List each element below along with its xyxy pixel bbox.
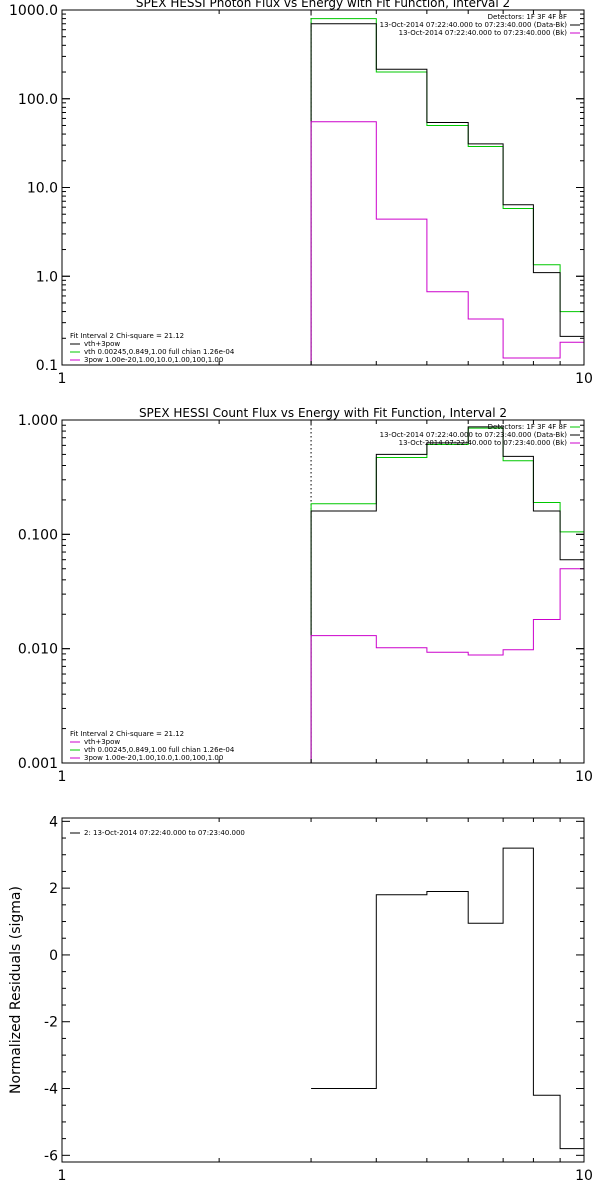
- chart-title: SPEX HESSI Count Flux vs Energy with Fit…: [139, 406, 507, 420]
- y-tick-label: 10.0: [27, 181, 58, 197]
- x-tick-label: 10: [575, 1168, 593, 1184]
- legend-text: 3pow 1.00e-20,1.00,10.0,1.00,100,1.00: [84, 356, 223, 364]
- legend-text: vth 0.00245,0.849,1.00 full chian 1.26e-…: [84, 746, 235, 754]
- y-tick-label: 0.100: [18, 527, 58, 543]
- chart-panel-1: SPEX HESSI Photon Flux vs Energy with Fi…: [9, 0, 593, 387]
- series-line-1: [311, 847, 584, 1162]
- x-tick-label: 1: [58, 1168, 67, 1184]
- plot-area: [310, 10, 584, 365]
- y-tick-label: 0.001: [18, 756, 58, 772]
- y-tick-label: -2: [44, 1015, 58, 1031]
- x-tick-label: 10: [575, 371, 593, 387]
- header-text: Detectors: 1F 3F 4F 8F: [488, 423, 567, 431]
- plot-frame: [61, 817, 585, 1163]
- chart-panel-3: Normalized Residuals (sigma) 1 10 -6 -4 -2 0 2 4…: [8, 814, 593, 1184]
- series-line-3: [310, 568, 584, 763]
- y-tick-label: 0.010: [18, 642, 58, 658]
- y-tick-label: -6: [44, 1148, 58, 1164]
- header-text: 13-Oct-2014 07:22:40.000 to 07:23:40.000…: [399, 439, 568, 447]
- header-text: 13-Oct-2014 07:22:40.000 to 07:23:40.000…: [380, 431, 568, 439]
- header-text: Detectors: 1F 3F 4F 8F: [488, 13, 567, 21]
- series-line-1: [310, 427, 584, 763]
- legend-text: vth+3pow: [84, 340, 120, 348]
- y-tick-label: 0.1: [36, 358, 58, 374]
- legend-text: Fit Interval 2 Chi-square = 21.12: [70, 332, 184, 340]
- y-axis-label: Normalized Residuals (sigma): [8, 886, 24, 1094]
- y-tick-label: 100.0: [18, 92, 58, 108]
- y-tick-label: 1.000: [18, 413, 58, 429]
- header-text: 13-Oct-2014 07:22:40.000 to 07:23:40.000…: [380, 21, 568, 29]
- header-text: 13-Oct-2014 07:22:40.000 to 07:23:40.000…: [399, 29, 568, 37]
- plot-area: [311, 847, 584, 1162]
- chart-title: SPEX HESSI Photon Flux vs Energy with Fi…: [136, 0, 510, 10]
- plot-area: [310, 420, 584, 763]
- chart-panel-2: SPEX HESSI Count Flux vs Energy with Fit…: [18, 406, 593, 785]
- y-tick-label: 4: [49, 814, 58, 830]
- legend-text: vth 0.00245,0.849,1.00 full chian 1.26e-…: [84, 348, 235, 356]
- series-line-2: [310, 23, 584, 365]
- legend-text: 3pow 1.00e-20,1.00,10.0,1.00,100,1.00: [84, 754, 223, 762]
- plot-frame: [61, 9, 585, 366]
- series-line-3: [310, 121, 584, 365]
- x-tick-label: 1: [58, 769, 67, 785]
- y-tick-label: 0: [49, 948, 58, 964]
- legend-text: vth+3pow: [84, 738, 120, 746]
- legend-text: 2: 13-Oct-2014 07:22:40.000 to 07:23:40.…: [84, 829, 245, 837]
- x-tick-label: 10: [575, 769, 593, 785]
- y-tick-label: 1000.0: [9, 3, 58, 19]
- y-tick-label: -4: [44, 1082, 58, 1098]
- series-line-1: [310, 18, 584, 365]
- series-line-2: [310, 426, 584, 763]
- plot-frame: [61, 419, 585, 764]
- y-tick-label: 2: [49, 881, 58, 897]
- x-tick-label: 1: [58, 371, 67, 387]
- y-tick-label: 1.0: [36, 269, 58, 285]
- legend-text: Fit Interval 2 Chi-square = 21.12: [70, 730, 184, 738]
